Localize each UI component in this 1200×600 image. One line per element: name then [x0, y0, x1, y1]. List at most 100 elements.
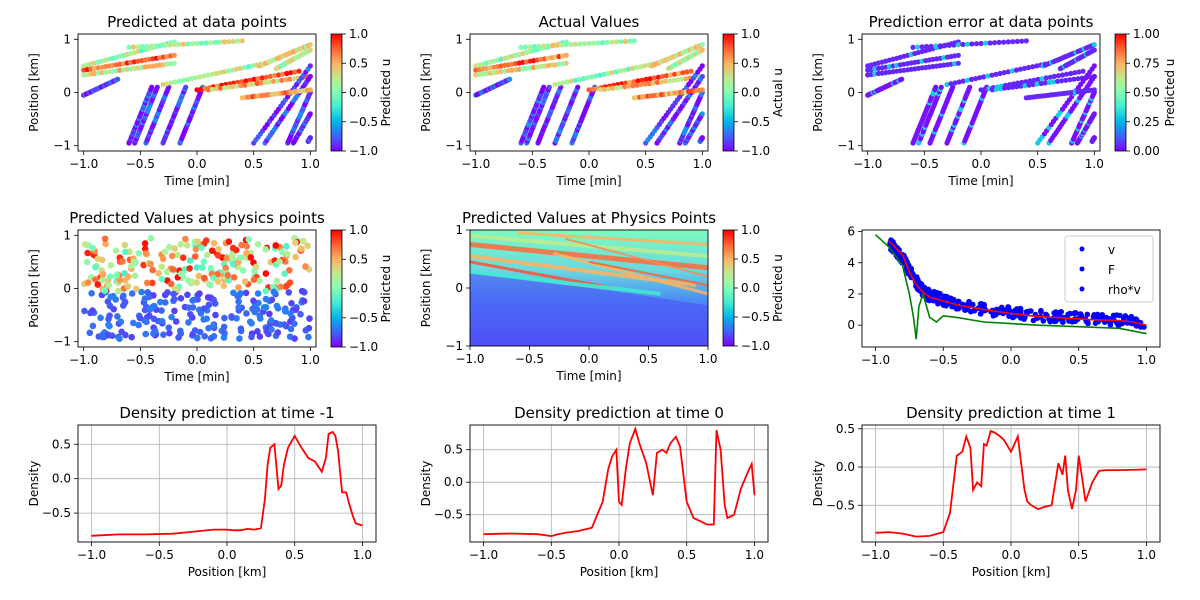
- x-tick-label: −0.5: [537, 548, 566, 562]
- data-point: [590, 40, 597, 46]
- physics-point: [274, 329, 282, 336]
- physics-point: [119, 258, 126, 265]
- data-point: [631, 79, 637, 85]
- heatmap: [470, 230, 708, 346]
- y-tick-label: 0.5: [836, 422, 855, 436]
- physics-point: [239, 267, 247, 274]
- data-point: [638, 81, 644, 88]
- physics-point: [194, 334, 201, 342]
- chart-title: Density prediction at time 1: [906, 404, 1116, 422]
- data-point: [291, 76, 297, 82]
- physics-point: [187, 311, 194, 318]
- legend-box: [1064, 235, 1154, 303]
- data-point: [622, 84, 628, 90]
- physics-point: [186, 257, 194, 264]
- data-point: [507, 76, 513, 82]
- colorbar: [331, 34, 342, 151]
- data-point: [987, 40, 993, 46]
- y-axis-label: Position [km]: [419, 249, 433, 328]
- physics-point: [158, 317, 166, 325]
- physics-point: [159, 255, 167, 263]
- physics-point: [245, 236, 253, 243]
- data-point: [158, 42, 164, 49]
- data-point: [1019, 38, 1025, 44]
- x-tick-label: 1.0: [301, 353, 320, 367]
- physics-point: [121, 299, 129, 306]
- physics-point: [224, 272, 232, 279]
- data-point: [1030, 64, 1036, 70]
- data-point: [586, 87, 592, 93]
- data-point: [1076, 69, 1082, 75]
- colorbar: [723, 34, 734, 151]
- physics-point: [302, 263, 309, 270]
- chart-title: Predicted Values at physics points: [69, 209, 325, 227]
- physics-point: [114, 313, 121, 320]
- data-point: [154, 84, 160, 90]
- data-point: [242, 64, 248, 71]
- physics-point: [92, 263, 99, 271]
- physics-point: [107, 293, 114, 301]
- y-tick-label: −0.5: [42, 506, 71, 520]
- data-point: [1031, 77, 1037, 83]
- physics-point: [273, 302, 281, 310]
- data-point: [126, 44, 132, 50]
- x-tick-label: 1.0: [693, 157, 712, 171]
- physics-point: [193, 264, 201, 271]
- data-point: [250, 81, 256, 87]
- data-point: [978, 87, 984, 93]
- data-point: [239, 38, 245, 44]
- data-point: [307, 73, 313, 80]
- physics-point: [292, 253, 299, 261]
- data-point: [1055, 78, 1061, 84]
- x-tick-label: 0.5: [285, 548, 304, 562]
- physics-point: [147, 260, 154, 268]
- data-point: [997, 70, 1003, 77]
- x-tick-label: 0.5: [1069, 353, 1088, 367]
- data-point: [992, 40, 998, 46]
- data-point: [642, 63, 648, 69]
- data-point: [1018, 83, 1024, 89]
- colorbar-label: Actual u: [771, 68, 785, 117]
- physics-point: [128, 333, 135, 341]
- physics-point: [172, 318, 180, 325]
- chart-panel-1: −1.0 −0.5 0.0 0.5 1.0 −1 0 1 Predicted at data p…: [27, 13, 393, 188]
- physics-point: [186, 265, 193, 272]
- data-point: [672, 71, 678, 77]
- physics-point: [207, 281, 214, 289]
- physics-point: [235, 284, 242, 291]
- data-point: [167, 42, 173, 48]
- data-point: [914, 44, 921, 50]
- data-point: [964, 41, 971, 47]
- physics-point: [136, 314, 144, 322]
- heatmap-band: [552, 251, 708, 296]
- x-tick-label: 0.5: [1028, 157, 1047, 171]
- data-point: [1043, 75, 1049, 81]
- data-point: [144, 43, 150, 49]
- physics-point: [135, 249, 142, 257]
- physics-point: [268, 296, 276, 304]
- data-point: [993, 71, 999, 77]
- data-point: [642, 81, 648, 87]
- y-tick-label: 0.0: [444, 475, 463, 489]
- y-axis-label: Density: [811, 461, 825, 507]
- physics-point: [273, 277, 281, 285]
- scatter-point: [1084, 319, 1091, 325]
- data-point: [250, 63, 256, 69]
- data-point: [218, 85, 224, 91]
- colorbar-tick-label: −1.0: [349, 144, 378, 158]
- data-point: [955, 60, 961, 66]
- physics-point: [262, 270, 270, 277]
- physics-point: [300, 237, 307, 245]
- data-point: [684, 69, 690, 75]
- chart-panel-3: −1.0 −0.5 0.0 0.5 1.0 −1 0 1 Prediction error at…: [811, 13, 1177, 188]
- x-tick-label: −1.0: [469, 548, 498, 562]
- data-point: [180, 77, 186, 83]
- data-point: [171, 42, 177, 48]
- data-point: [205, 72, 211, 78]
- physics-point: [212, 311, 219, 319]
- x-tick-label: −1.0: [455, 352, 484, 366]
- physics-point: [241, 278, 249, 285]
- physics-point: [144, 289, 151, 296]
